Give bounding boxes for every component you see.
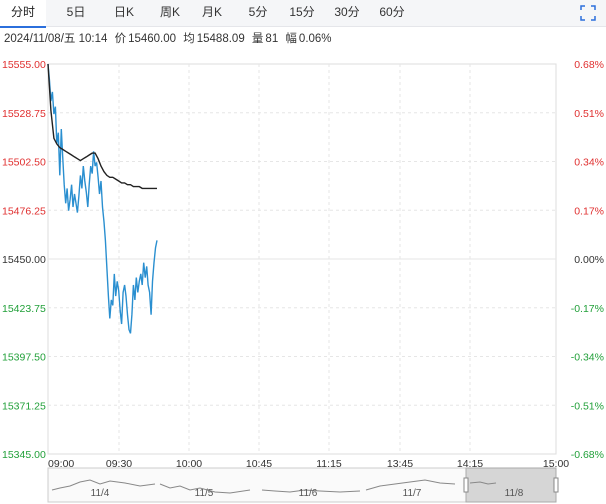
y-tick-label: 15476.25	[2, 205, 46, 217]
pct-tick-label: 0.34%	[574, 157, 604, 169]
navigator-handle[interactable]	[553, 477, 559, 493]
avg-value: 15488.09	[196, 33, 245, 45]
x-tick-label: 11:15	[316, 458, 342, 470]
x-tick-label: 14:15	[457, 458, 483, 470]
tab-5[interactable]: 月K	[201, 5, 222, 19]
info-datetime: 2024/11/08/五 10:14	[4, 33, 108, 45]
navigator-trace	[261, 489, 361, 493]
pct-tick-label: 0.17%	[574, 205, 604, 217]
navigator-date-label: 11/4	[91, 488, 110, 499]
avg-label: 均	[183, 33, 195, 45]
change-label: 幅	[285, 33, 297, 45]
y-tick-label: 15450.00	[2, 254, 46, 266]
y-tick-label: 15345.00	[2, 449, 46, 461]
x-tick-label: 10:00	[176, 458, 202, 470]
x-tick-label: 09:30	[106, 458, 132, 470]
tab-8[interactable]: 30分	[334, 5, 360, 19]
navigator-date-label: 11/7	[403, 488, 422, 499]
quote-info-bar: 2024/11/08/五 10:14 价 15460.00 均 15488.09 量…	[4, 30, 336, 48]
tab-9[interactable]: 60分	[379, 5, 405, 19]
pct-tick-label: -0.51%	[571, 400, 604, 412]
change-value: 0.06%	[298, 33, 332, 45]
intraday-chart[interactable]: 15555.00 0.68% 15528.75 0.51% 15502.50 0.34% 1…	[0, 50, 606, 504]
tab-3[interactable]: 日K	[113, 5, 134, 19]
tab-2[interactable]: 5日	[66, 5, 86, 19]
navigator-date-label: 11/6	[299, 488, 318, 499]
tab-4[interactable]: 周K	[159, 5, 180, 19]
tab-1[interactable]: 分时	[0, 0, 46, 28]
navigator-date-label: 11/8	[505, 488, 524, 499]
pct-tick-label: 0.68%	[574, 59, 604, 71]
navigator-trace	[365, 479, 456, 491]
price-label: 价	[114, 33, 127, 45]
navigator-trace	[51, 479, 156, 491]
volume-value: 81	[265, 33, 279, 45]
navigator-trace	[159, 483, 251, 494]
x-tick-label: 09:00	[48, 458, 74, 470]
y-tick-label: 15397.50	[2, 352, 46, 364]
tab-6[interactable]: 5分	[248, 5, 268, 19]
tab-7[interactable]: 15分	[289, 5, 315, 19]
period-tabs: 分时 5日 日K 周K 月K 5分 15分 30分 60分	[0, 0, 606, 28]
y-tick-label: 15555.00	[2, 59, 46, 71]
pct-tick-label: -0.17%	[571, 303, 604, 315]
y-tick-label: 15371.25	[2, 400, 46, 412]
pct-tick-label: 0.00%	[574, 254, 604, 266]
pct-tick-label: 0.51%	[574, 108, 604, 120]
y-tick-label: 15502.50	[2, 157, 46, 169]
navigator-handle[interactable]	[463, 477, 469, 493]
navigator-date-label: 11/5	[195, 488, 214, 499]
y-tick-label: 15423.75	[2, 303, 46, 315]
avg-line	[47, 63, 157, 190]
navigator-trace	[469, 481, 497, 485]
expand-corners-icon[interactable]	[580, 5, 596, 21]
x-tick-label: 15:00	[543, 458, 569, 470]
navigator-window[interactable]	[465, 467, 557, 503]
pct-tick-label: -0.68%	[571, 449, 604, 461]
price-line	[47, 63, 158, 334]
volume-label: 量	[251, 33, 264, 45]
y-tick-label: 15528.75	[2, 108, 46, 120]
price-value: 15460.00	[128, 33, 177, 45]
pct-tick-label: -0.34%	[571, 352, 604, 364]
x-tick-label: 13:45	[387, 458, 413, 470]
x-tick-label: 10:45	[246, 458, 272, 470]
